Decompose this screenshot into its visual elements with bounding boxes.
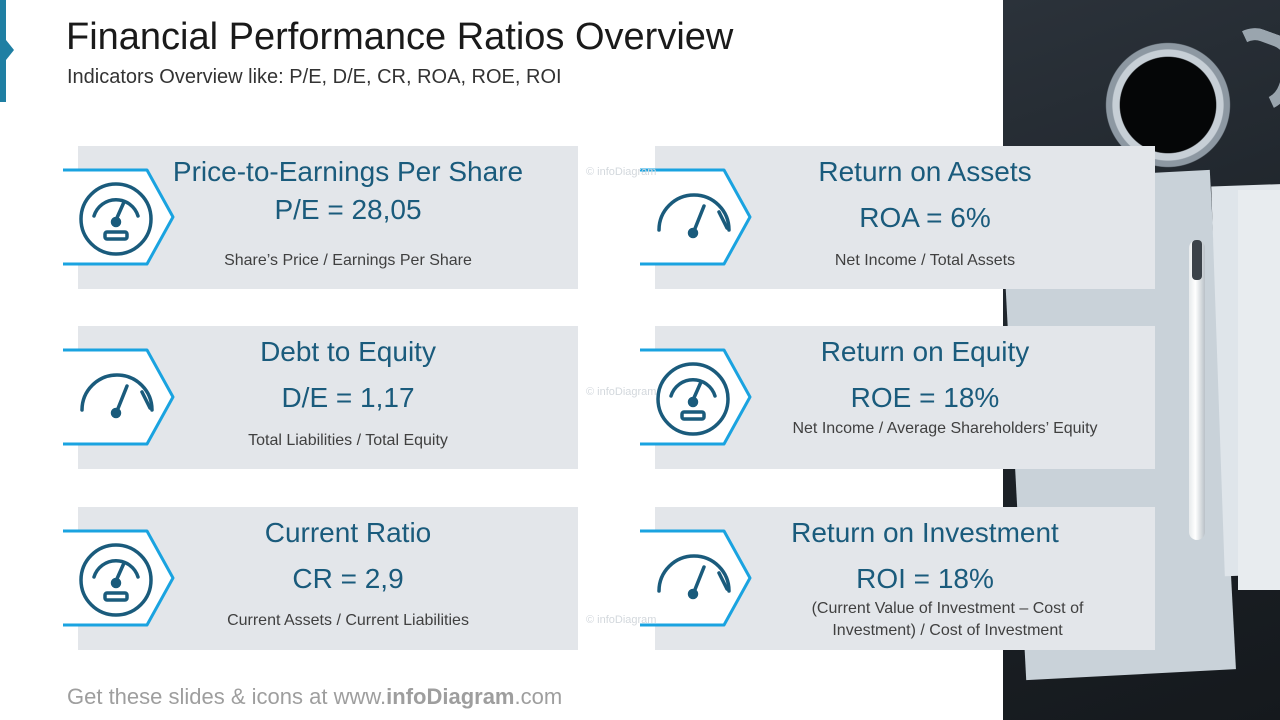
card-title: Return on Assets	[818, 156, 1032, 187]
footer-brand: infoDiagram	[386, 684, 515, 709]
speedometer-icon	[640, 529, 752, 627]
card-formula: ROE = 18%	[850, 382, 1000, 413]
card-formula: P/E = 28,05	[274, 194, 422, 225]
card-formula: ROI = 18%	[856, 563, 994, 594]
card-description: (Current Value of Investment – Cost of I…	[811, 600, 1084, 639]
page-subtitle: Indicators Overview like: P/E, D/E, CR, …	[67, 66, 562, 88]
card-title: Return on Equity	[820, 336, 1030, 367]
footer-credit: Get these slides & icons at www.infoDiag…	[67, 684, 562, 710]
page-title: Financial Performance Ratios Overview	[66, 16, 734, 58]
card-description: Total Liabilities / Total Equity	[248, 432, 448, 449]
watermark: © infoDiagram	[586, 614, 657, 626]
accent-notch	[6, 40, 14, 60]
gauge-circle-icon	[63, 168, 175, 266]
watermark: © infoDiagram	[586, 166, 657, 178]
card-description: Net Income / Average Shareholders’ Equit…	[792, 420, 1098, 437]
speedometer-icon	[640, 168, 752, 266]
footer-suffix: .com	[514, 684, 563, 709]
photo-paper	[1238, 190, 1280, 590]
gauge-circle-icon	[640, 348, 752, 446]
ratio-card-cr: Current Ratio CR = 2,9 Current Assets / …	[78, 507, 578, 650]
card-formula: ROA = 6%	[859, 202, 991, 233]
ratio-card-de: Debt to Equity D/E = 1,17 Total Liabilit…	[78, 326, 578, 469]
photo-pen	[1189, 240, 1205, 540]
gauge-circle-icon	[63, 529, 175, 627]
card-title: Return on Investment	[791, 517, 1059, 548]
card-title: Price-to-Earnings Per Share	[172, 156, 524, 187]
card-title: Debt to Equity	[260, 336, 436, 367]
photo-pen-cap	[1192, 240, 1202, 280]
card-formula: D/E = 1,17	[281, 382, 415, 413]
card-description: Share’s Price / Earnings Per Share	[224, 252, 472, 269]
card-formula: CR = 2,9	[292, 563, 404, 594]
watermark: © infoDiagram	[586, 386, 657, 398]
card-title: Current Ratio	[264, 517, 432, 548]
card-description: Current Assets / Current Liabilities	[227, 612, 469, 629]
card-description: Net Income / Total Assets	[834, 252, 1016, 269]
accent-tab	[0, 0, 6, 102]
footer-prefix: Get these slides & icons at www.	[67, 684, 387, 709]
speedometer-icon	[63, 348, 175, 446]
